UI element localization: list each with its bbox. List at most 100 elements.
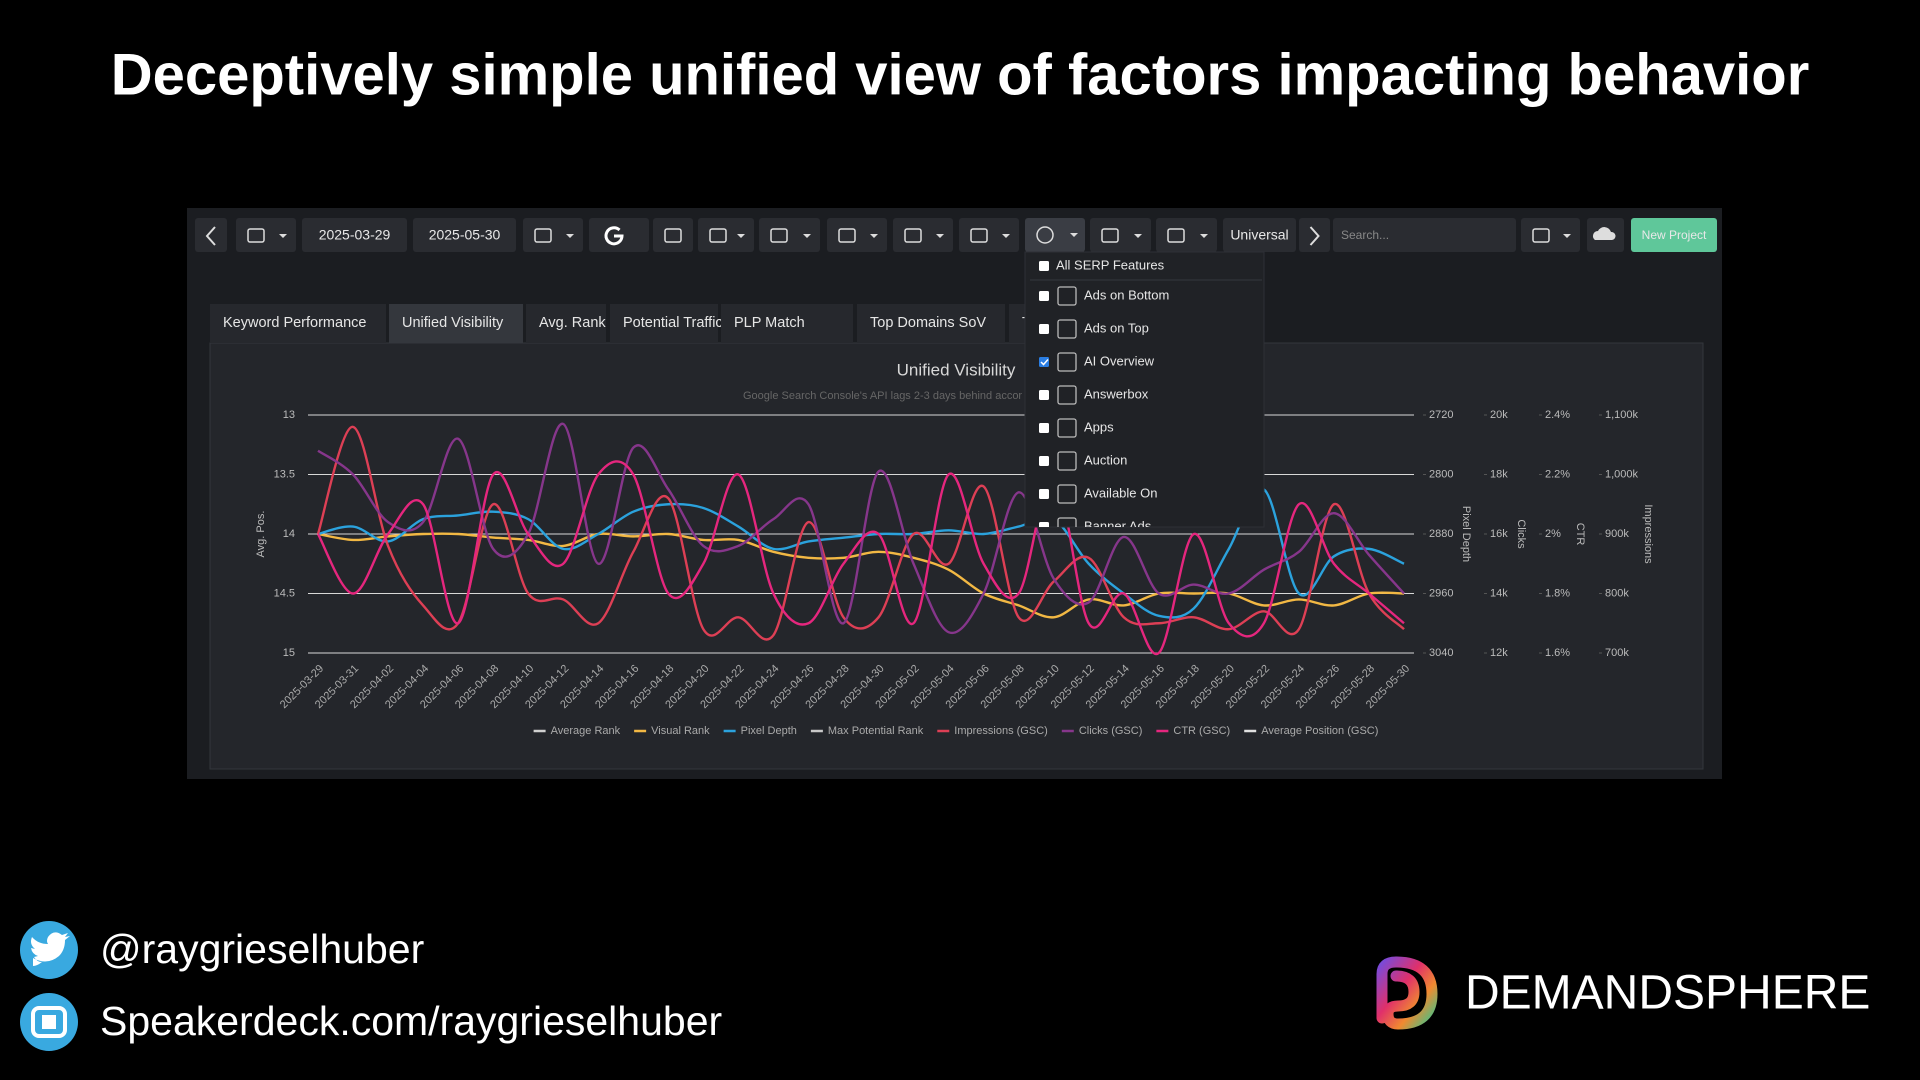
- legend-item[interactable]: CTR (GSC): [1156, 725, 1230, 737]
- legend-label: Average Position (GSC): [1261, 725, 1378, 737]
- icon-button[interactable]: [653, 218, 693, 252]
- tab[interactable]: PLP Match: [721, 304, 853, 343]
- tick-label: 18k: [1490, 468, 1508, 480]
- dropdown-list: All SERP Features Ads on Bottom Ads on Top…: [1030, 257, 1262, 536]
- tick-label: 2.2%: [1545, 468, 1570, 480]
- search-button[interactable]: Search...: [1333, 218, 1516, 252]
- button-bg: [759, 218, 820, 252]
- chart-subtitle: Google Search Console's API lags 2-3 day…: [743, 390, 1022, 402]
- caret: [936, 234, 944, 238]
- dropdown-label: Apps: [1084, 419, 1114, 434]
- button-bg: [195, 218, 227, 252]
- chart-panel: [209, 342, 1704, 770]
- globe-button[interactable]: [1025, 218, 1085, 252]
- dropdown-item[interactable]: Auction: [1039, 451, 1127, 471]
- icon-button[interactable]: [523, 218, 583, 252]
- axis-title: Pixel Depth: [1460, 506, 1472, 562]
- toolbar: 2025-03-29 2025-05-30 Universal Search... Ne…: [195, 218, 1717, 252]
- forward-button[interactable]: [1299, 218, 1330, 252]
- icon-button[interactable]: [827, 218, 887, 252]
- dropdown-item[interactable]: Banner Ads: [1039, 517, 1152, 536]
- tab[interactable]: Unified Visibility: [389, 304, 523, 343]
- brand-name: DEMANDSPHERE: [1465, 967, 1870, 1020]
- legend-label: Average Rank: [551, 725, 621, 737]
- icon-button[interactable]: [893, 218, 953, 252]
- tab-label: PLP Match: [734, 315, 805, 331]
- icon-glyph: [770, 228, 788, 243]
- button-bg: [1090, 218, 1151, 252]
- checkbox: [1039, 522, 1049, 527]
- tab[interactable]: Avg. Rank: [526, 304, 606, 343]
- legend-item[interactable]: Visual Rank: [634, 725, 710, 737]
- tick-label: 13.5: [274, 468, 295, 480]
- tick-label: 1.8%: [1545, 587, 1570, 599]
- calendar-button[interactable]: [236, 218, 296, 252]
- feature-icon: [1057, 352, 1077, 372]
- tick-label: 700k: [1605, 647, 1629, 659]
- dropdown-item[interactable]: All SERP Features: [1030, 257, 1262, 281]
- mode-button[interactable]: Universal: [1223, 218, 1296, 252]
- caret: [1134, 234, 1142, 238]
- date-button[interactable]: 2025-05-30: [413, 218, 516, 252]
- tab-bg: [721, 304, 853, 343]
- back-button[interactable]: [195, 218, 227, 252]
- icon-glyph: [709, 228, 727, 243]
- icon-button[interactable]: [759, 218, 820, 252]
- cloud-button[interactable]: [1587, 218, 1624, 252]
- icon-button[interactable]: [698, 218, 754, 252]
- button-bg: [1521, 218, 1580, 252]
- checkbox: [1039, 456, 1049, 466]
- tab-label: Potential Traffic: [623, 315, 723, 331]
- tab-bg: [210, 304, 386, 343]
- mode-text: Universal: [1230, 227, 1288, 243]
- dropdown-item[interactable]: Apps: [1039, 418, 1114, 438]
- google-button[interactable]: [589, 218, 649, 252]
- legend-item[interactable]: Average Rank: [533, 725, 621, 737]
- new-button[interactable]: New Project: [1631, 218, 1717, 252]
- dropdown-item[interactable]: Ads on Top: [1039, 319, 1149, 339]
- tick-label: 14.5: [274, 587, 295, 599]
- dropdown-item[interactable]: Answerbox: [1039, 385, 1149, 405]
- legend-item[interactable]: Clicks (GSC): [1061, 725, 1143, 737]
- button-bg: [1333, 218, 1516, 252]
- legend-label: Visual Rank: [651, 725, 710, 737]
- button-bg: [1299, 218, 1330, 252]
- tab[interactable]: Potential Traffic: [610, 304, 723, 343]
- tick-label: 14: [283, 528, 295, 540]
- globe: [1036, 226, 1054, 244]
- icon-button[interactable]: [1090, 218, 1151, 252]
- dropdown-item[interactable]: AI Overview: [1039, 352, 1155, 372]
- date-text: 2025-05-30: [429, 227, 501, 243]
- tick-label: 1.6%: [1545, 647, 1570, 659]
- tick-label: 16k: [1490, 528, 1508, 540]
- dropdown-label: Banner Ads: [1084, 518, 1152, 533]
- legend-item[interactable]: Max Potential Rank: [810, 725, 924, 737]
- legend-item[interactable]: Impressions (GSC): [937, 725, 1048, 737]
- tick-label: 13: [283, 409, 295, 421]
- legend-item[interactable]: Average Position (GSC): [1244, 725, 1378, 737]
- tab[interactable]: Keyword Performance: [210, 304, 386, 343]
- speakerdeck-icon: [20, 993, 78, 1051]
- icon-button[interactable]: [959, 218, 1019, 252]
- dropdown-item[interactable]: Available On: [1039, 484, 1157, 504]
- icon-button[interactable]: [1156, 218, 1217, 252]
- dropdown-item[interactable]: Ads on Bottom: [1039, 286, 1169, 306]
- tab[interactable]: Top Domains SoV: [857, 304, 1005, 343]
- date-button[interactable]: 2025-03-29: [302, 218, 407, 252]
- icon-glyph: [970, 228, 988, 243]
- button-bg: [1223, 218, 1296, 252]
- checkbox: [1039, 390, 1049, 400]
- tab-label: Avg. Rank: [539, 315, 606, 331]
- button-bg: [893, 218, 953, 252]
- check: [1040, 358, 1049, 366]
- checkbox: [1039, 357, 1049, 367]
- icon-button[interactable]: [1521, 218, 1580, 252]
- legend-item[interactable]: Pixel Depth: [723, 725, 797, 737]
- tab-bg: [526, 304, 606, 343]
- dropdown-label: Answerbox: [1084, 386, 1149, 401]
- feature-icon: [1057, 319, 1077, 339]
- tick-label: 2.4%: [1545, 409, 1570, 421]
- icon-glyph: [534, 228, 552, 243]
